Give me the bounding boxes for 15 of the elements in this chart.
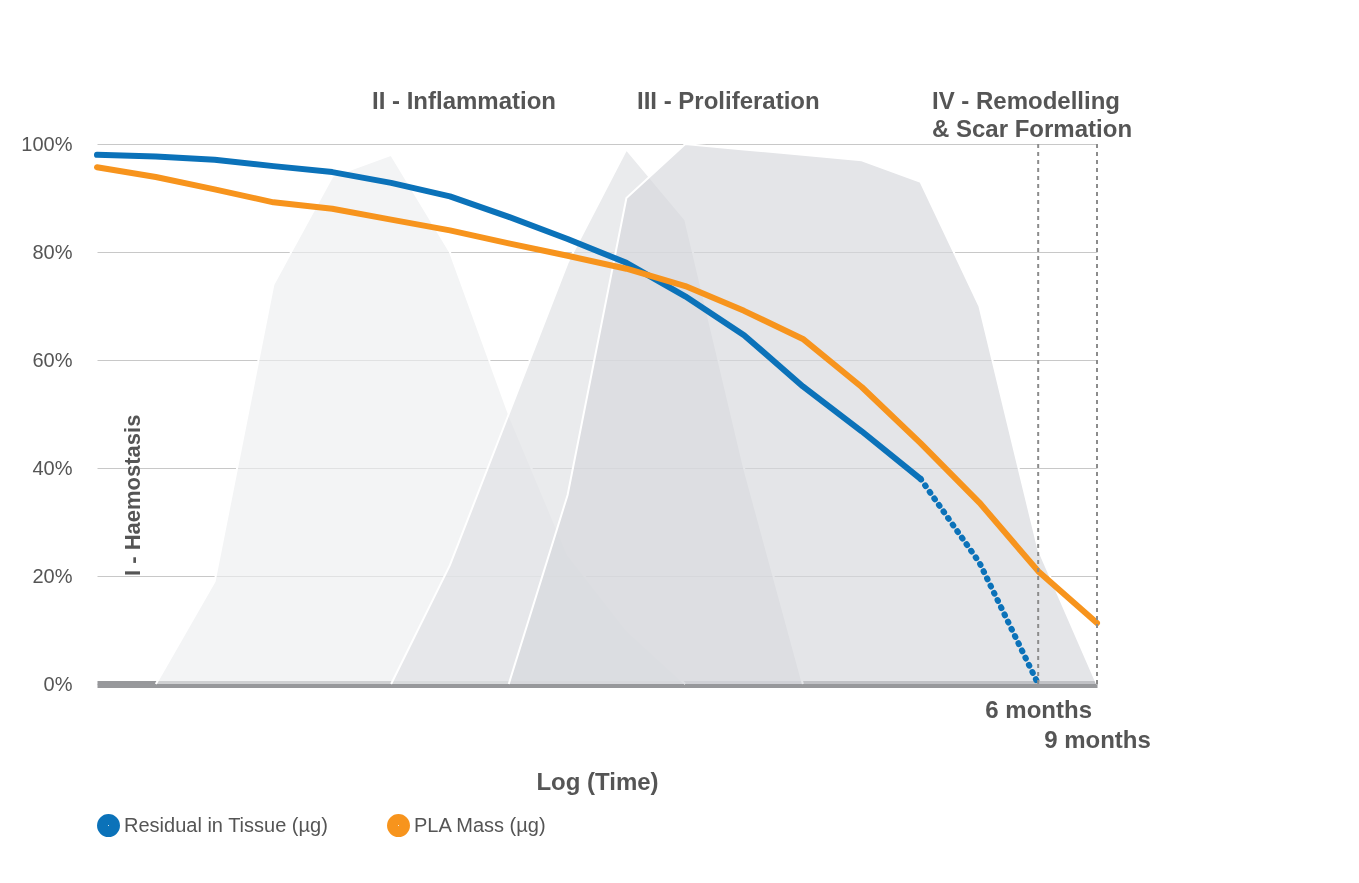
y-tick-label: 40% (32, 456, 73, 479)
x-tick-label: 9 months (1044, 725, 1151, 753)
y-tick-label: 80% (32, 240, 73, 263)
y-tick-label: 60% (32, 348, 73, 371)
text: IV - Remodelling & Scar Formation (932, 87, 1133, 142)
y-tick-label: 100% (21, 132, 73, 155)
text: III - Proliferation (637, 87, 820, 114)
legend-label: Residual in Tissue (µg) (124, 813, 328, 836)
annotation: I - Haemostasis (120, 414, 145, 576)
x-axis-title: Log (Time) (536, 767, 659, 795)
text: II - Inflammation (372, 87, 557, 114)
x-tick-label: 6 months (985, 695, 1093, 723)
legend-label: PLA Mass (µg) (414, 813, 546, 836)
y-tick-label: 0% (43, 672, 73, 695)
y-tick-label: 20% (32, 564, 73, 587)
